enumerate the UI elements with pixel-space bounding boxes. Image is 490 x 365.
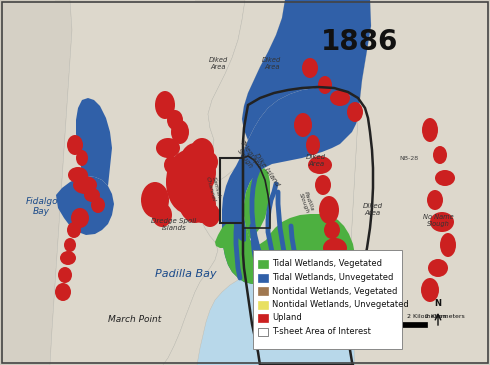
Ellipse shape xyxy=(316,276,344,300)
Bar xyxy=(258,327,268,335)
Ellipse shape xyxy=(306,135,320,155)
Ellipse shape xyxy=(73,176,97,194)
Ellipse shape xyxy=(433,146,447,164)
Text: Fidalgo
Bay: Fidalgo Bay xyxy=(25,196,58,216)
Ellipse shape xyxy=(67,135,83,155)
Ellipse shape xyxy=(294,113,312,137)
Ellipse shape xyxy=(188,187,216,223)
Text: Samish
Channel: Samish Channel xyxy=(205,174,221,202)
Ellipse shape xyxy=(435,170,455,186)
Ellipse shape xyxy=(428,259,448,277)
Ellipse shape xyxy=(71,208,89,228)
Ellipse shape xyxy=(180,148,216,196)
Polygon shape xyxy=(246,214,355,285)
Ellipse shape xyxy=(302,58,318,78)
Ellipse shape xyxy=(427,190,443,210)
Ellipse shape xyxy=(68,167,88,183)
Ellipse shape xyxy=(308,156,332,174)
Ellipse shape xyxy=(318,76,332,94)
Ellipse shape xyxy=(315,299,335,317)
Ellipse shape xyxy=(152,203,172,227)
Ellipse shape xyxy=(64,238,76,252)
Ellipse shape xyxy=(164,156,180,174)
Ellipse shape xyxy=(324,256,342,280)
Text: Telegraph
Slough: Telegraph Slough xyxy=(233,140,262,174)
Bar xyxy=(373,322,391,327)
Text: Diked
Area: Diked Area xyxy=(262,57,282,70)
Ellipse shape xyxy=(55,283,71,301)
Polygon shape xyxy=(163,0,371,365)
Ellipse shape xyxy=(67,222,81,238)
Text: Tidal Wetlands, Vegetated: Tidal Wetlands, Vegetated xyxy=(272,260,382,269)
Ellipse shape xyxy=(315,175,331,195)
Polygon shape xyxy=(215,222,236,248)
Ellipse shape xyxy=(323,238,347,258)
Ellipse shape xyxy=(330,90,350,106)
Text: Dredge Spoil
Islands: Dredge Spoil Islands xyxy=(151,218,196,231)
Text: Diked
Area: Diked Area xyxy=(362,203,383,216)
Polygon shape xyxy=(195,0,285,182)
Ellipse shape xyxy=(156,138,180,158)
Bar xyxy=(220,158,243,223)
Ellipse shape xyxy=(171,120,189,144)
Polygon shape xyxy=(56,176,114,235)
Bar xyxy=(258,314,268,322)
Text: Nontidal Wetlands, Vegetated: Nontidal Wetlands, Vegetated xyxy=(272,287,397,296)
Text: No Name
Slough: No Name Slough xyxy=(423,214,454,227)
Ellipse shape xyxy=(200,203,220,227)
Ellipse shape xyxy=(421,278,439,302)
Text: 2 Kilometers: 2 Kilometers xyxy=(425,314,465,319)
Ellipse shape xyxy=(202,152,218,172)
Ellipse shape xyxy=(60,251,76,265)
Text: 2 Kilometers: 2 Kilometers xyxy=(407,314,447,319)
Text: Padilla Bay: Padilla Bay xyxy=(155,269,217,279)
Ellipse shape xyxy=(179,143,211,187)
Text: Dike Island: Dike Island xyxy=(253,152,281,187)
Ellipse shape xyxy=(91,197,105,213)
Ellipse shape xyxy=(166,150,210,214)
Ellipse shape xyxy=(190,138,214,166)
Ellipse shape xyxy=(155,91,175,119)
Ellipse shape xyxy=(58,267,72,283)
Text: T-sheet Area of Interest: T-sheet Area of Interest xyxy=(272,327,371,336)
Text: 1886: 1886 xyxy=(321,28,399,56)
Text: Diked
Area: Diked Area xyxy=(208,57,228,70)
Text: Padilla
Slough: Padilla Slough xyxy=(297,191,315,215)
Text: 1: 1 xyxy=(389,314,393,319)
Ellipse shape xyxy=(76,150,88,166)
Text: 0.5: 0.5 xyxy=(368,314,378,319)
Polygon shape xyxy=(222,168,278,284)
Text: Nontidal Wetlands, Unvegetated: Nontidal Wetlands, Unvegetated xyxy=(272,300,409,309)
Polygon shape xyxy=(222,88,358,284)
FancyBboxPatch shape xyxy=(253,250,402,349)
Polygon shape xyxy=(242,0,371,140)
Bar xyxy=(258,273,268,281)
Ellipse shape xyxy=(177,167,213,223)
Polygon shape xyxy=(0,0,72,365)
Ellipse shape xyxy=(84,188,100,202)
Bar xyxy=(258,300,268,308)
Bar xyxy=(258,260,268,268)
Text: N: N xyxy=(435,299,441,308)
Ellipse shape xyxy=(141,182,169,218)
Ellipse shape xyxy=(440,233,456,257)
Ellipse shape xyxy=(347,102,363,122)
Bar xyxy=(391,322,427,327)
Text: Tidal Wetlands, Unvegetated: Tidal Wetlands, Unvegetated xyxy=(272,273,393,282)
Ellipse shape xyxy=(430,212,454,232)
Text: March Point: March Point xyxy=(108,315,161,324)
Bar xyxy=(355,322,373,327)
Text: 0: 0 xyxy=(353,314,357,319)
Text: Diked
Area: Diked Area xyxy=(362,256,383,269)
Polygon shape xyxy=(350,0,490,365)
Ellipse shape xyxy=(167,110,183,130)
Text: Upland: Upland xyxy=(272,314,302,323)
Bar xyxy=(258,287,268,295)
Polygon shape xyxy=(76,98,112,186)
Text: NB-28: NB-28 xyxy=(399,156,419,161)
Ellipse shape xyxy=(324,221,340,239)
Ellipse shape xyxy=(422,118,438,142)
Text: Diked
Area: Diked Area xyxy=(306,154,326,167)
Polygon shape xyxy=(50,0,245,365)
